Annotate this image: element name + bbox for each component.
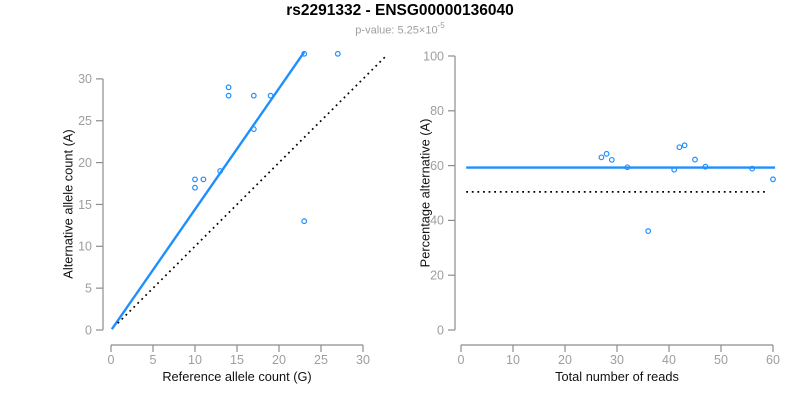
data-point	[250, 126, 257, 133]
data-point	[200, 176, 207, 183]
data-point	[692, 156, 698, 163]
y-tick-label: 25	[78, 114, 92, 128]
x-tick-label: 10	[506, 353, 520, 367]
y-tick-label: 10	[78, 240, 92, 254]
y-tick-label: 20	[78, 156, 92, 170]
data-point	[301, 218, 308, 225]
data-point	[192, 184, 198, 191]
figure-subtitle: p-value: 5.25×10-5	[0, 21, 800, 37]
x-tick-label: 20	[272, 353, 286, 367]
x-tick-label: 25	[314, 353, 328, 367]
x-tick-label: 50	[714, 353, 728, 367]
identity-line	[117, 55, 387, 324]
figure-title: rs2291332 - ENSG00000136040	[286, 2, 514, 19]
regression-line	[110, 51, 306, 330]
x-tick-label: 20	[558, 353, 572, 367]
left-plot-ylabel: Alternative allele count (A)	[60, 129, 76, 279]
data-point	[676, 144, 683, 151]
data-point	[301, 50, 308, 57]
data-point	[702, 163, 709, 170]
y-tick-label: 0	[437, 323, 444, 337]
data-point	[267, 92, 274, 99]
y-tick-label: 5	[85, 281, 92, 295]
right-plot-xlabel: Total number of reads	[555, 369, 679, 384]
data-point	[250, 92, 257, 99]
pvalue-text: p-value: 5.25×10	[355, 24, 438, 37]
x-tick-label: 5	[150, 353, 157, 367]
x-tick-label: 15	[230, 353, 244, 367]
x-tick-label: 40	[662, 353, 676, 367]
y-tick-label: 80	[430, 104, 444, 118]
data-point	[225, 84, 232, 91]
left-plot-xlabel: Reference allele count (G)	[162, 369, 312, 384]
data-point	[608, 156, 615, 163]
right-plot-ylabel: Percentage alternative (A)	[417, 118, 433, 268]
y-tick-label: 15	[78, 198, 92, 212]
y-tick-label: 40	[430, 214, 444, 228]
data-point	[334, 50, 341, 57]
left-scatter-plot: 0 5 10 15 20 25 30 0 5 10 15 20 25 30	[78, 50, 387, 367]
data-point	[225, 92, 232, 99]
y-tick-label: 100	[423, 49, 444, 63]
x-tick-label: 0	[108, 353, 115, 367]
data-point	[192, 176, 198, 183]
y-tick-label: 60	[430, 159, 444, 173]
data-point	[749, 165, 756, 172]
data-point	[217, 168, 224, 174]
x-tick-label: 0	[458, 353, 465, 367]
y-tick-label: 20	[430, 269, 444, 283]
data-point	[624, 164, 631, 171]
y-tick-label: 0	[85, 323, 92, 337]
data-point	[681, 142, 688, 149]
data-point	[671, 166, 678, 173]
x-tick-label: 10	[188, 353, 202, 367]
x-tick-label: 60	[766, 353, 780, 367]
pvalue-exponent: -5	[437, 21, 445, 30]
data-point	[598, 154, 605, 161]
right-scatter-plot: 0 10 20 30 40 50 60 0 20 40 60 80 100	[423, 49, 780, 367]
x-tick-label: 30	[610, 353, 624, 367]
y-tick-label: 30	[78, 72, 92, 86]
data-point	[645, 228, 652, 234]
data-point	[603, 150, 610, 157]
data-point	[770, 176, 776, 183]
x-tick-label: 30	[356, 353, 370, 367]
